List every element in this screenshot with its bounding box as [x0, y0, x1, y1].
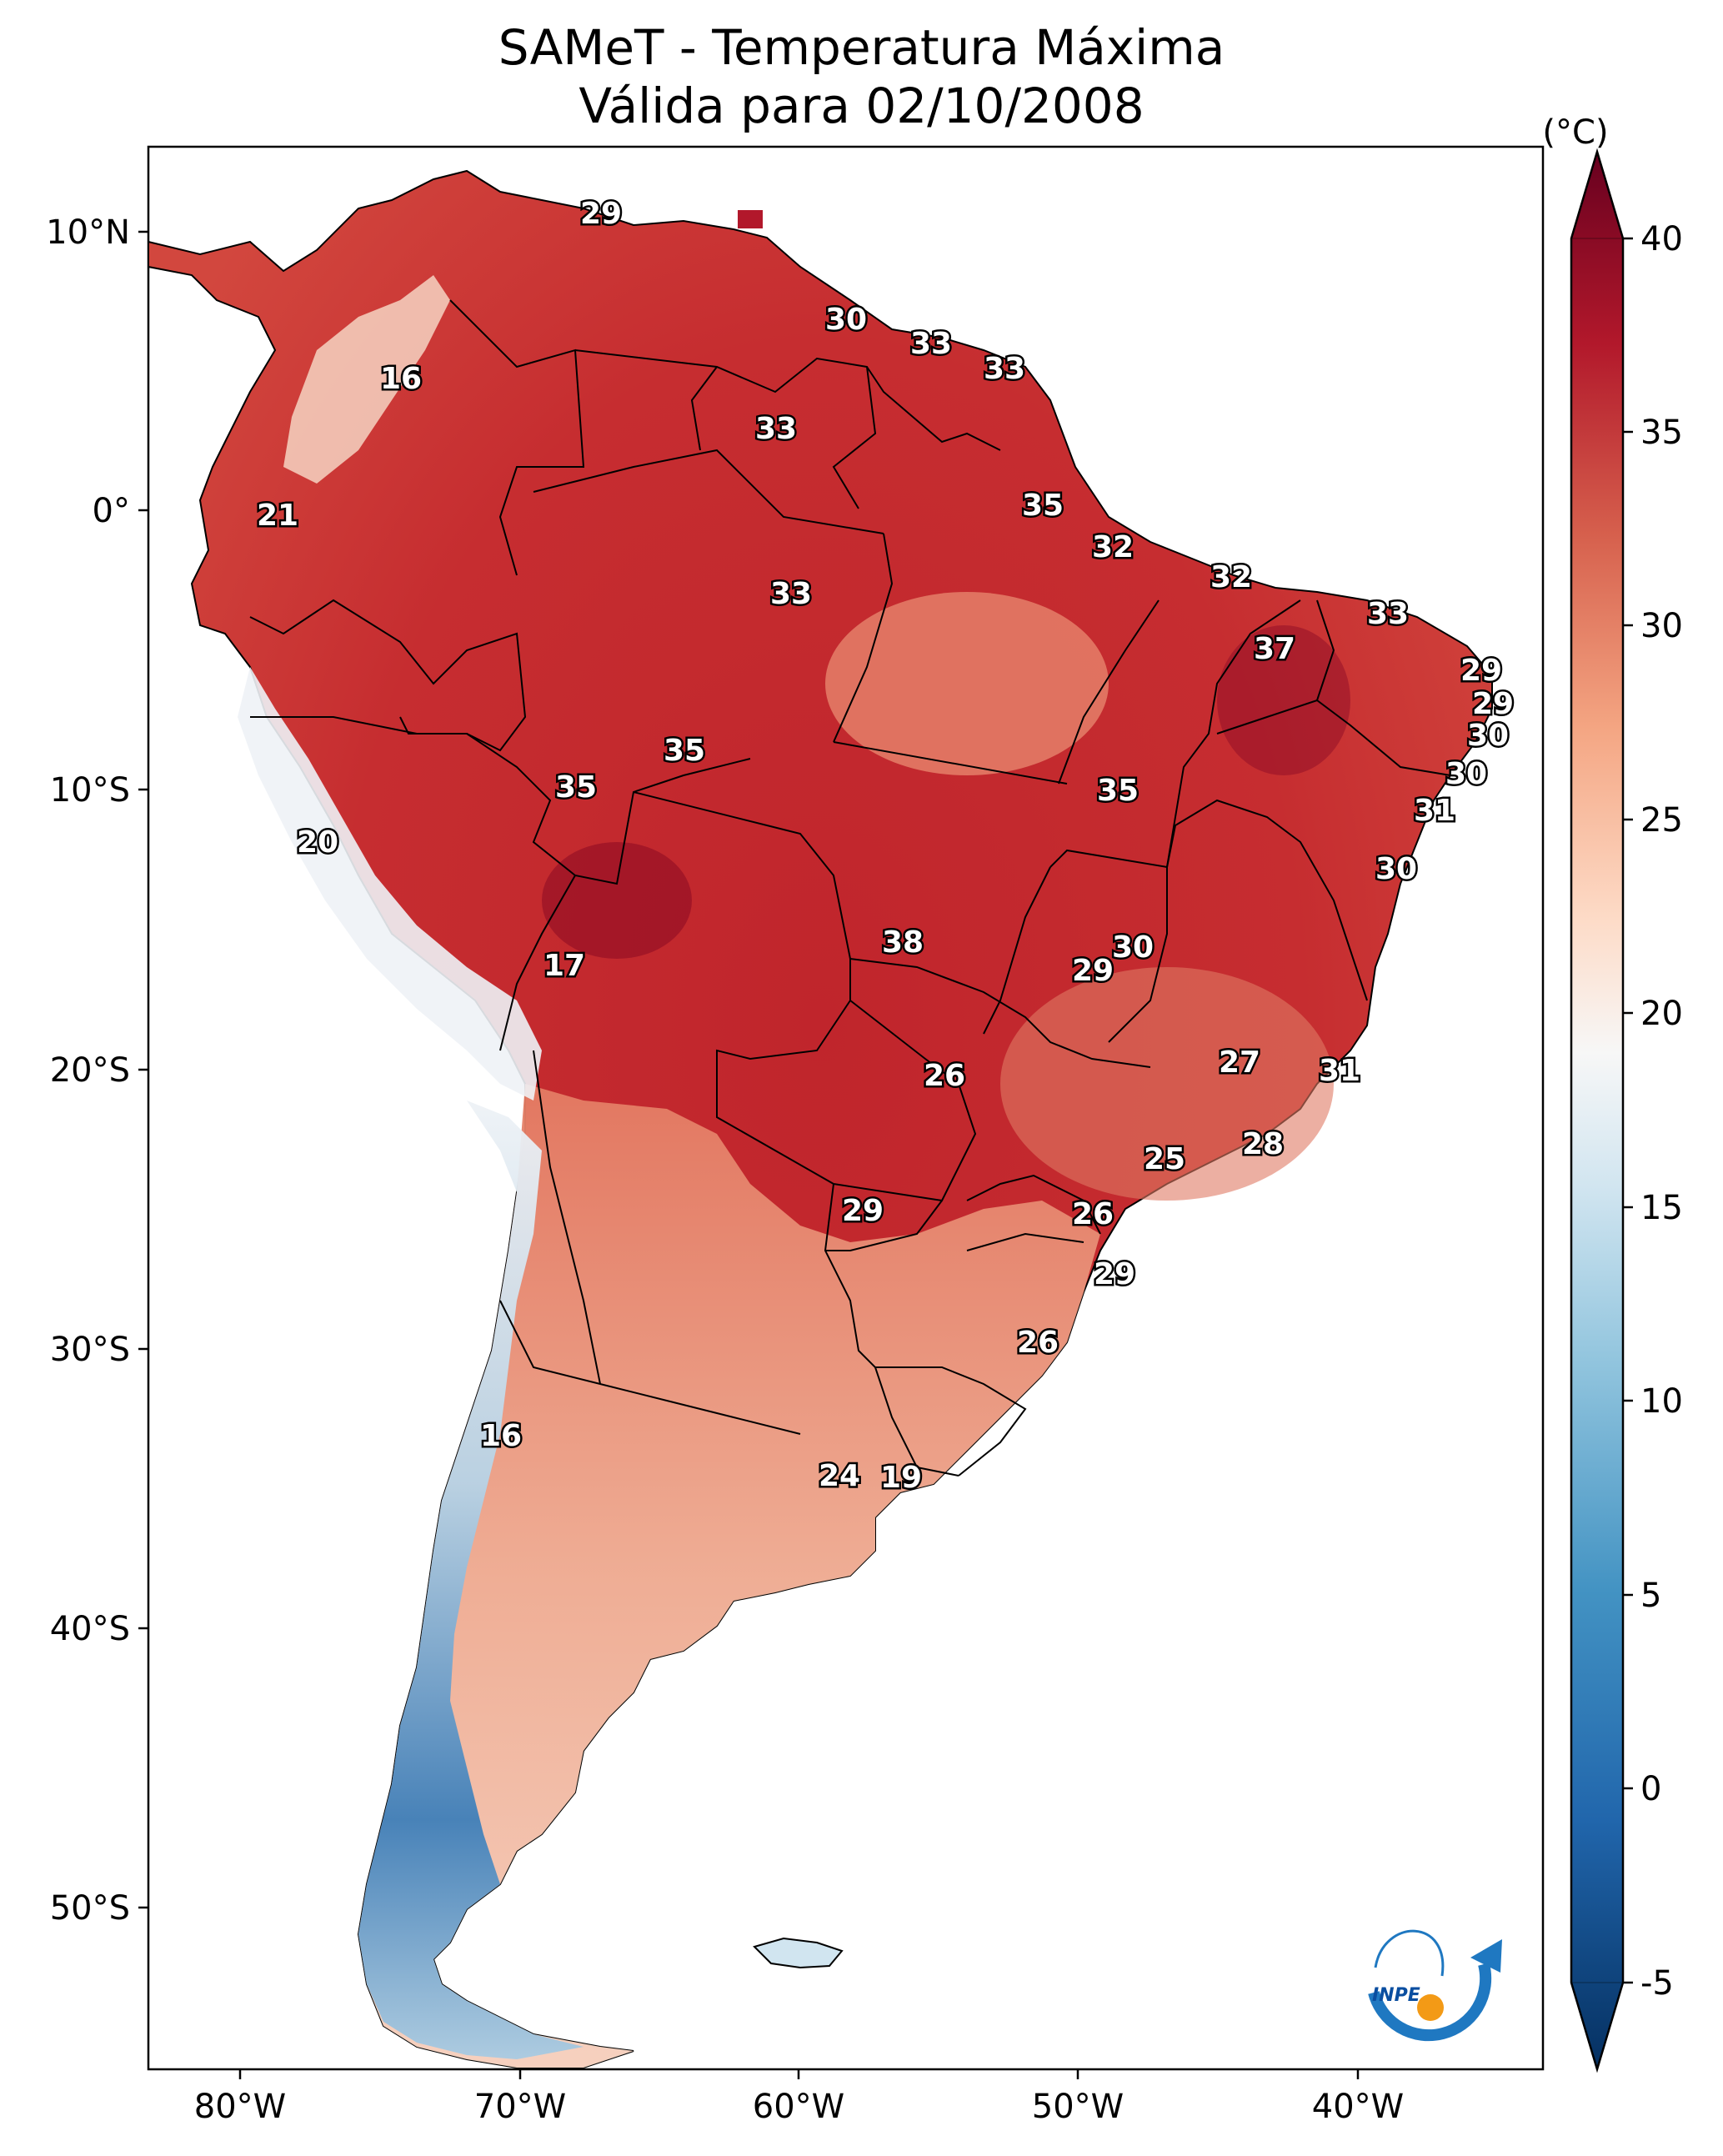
country-borders [249, 299, 1451, 1477]
colorbar-tick-label: -5 [1640, 1964, 1674, 2003]
chart-title: SAMeT - Temperatura Máxima Válida para 0… [0, 18, 1723, 135]
colorbar-tick-label: 20 [1640, 995, 1683, 1033]
southeast-brazil-field [1000, 967, 1334, 1201]
station-value-labels: 29 16 30 33 33 33 21 35 32 33 32 33 37 2… [255, 195, 1516, 1497]
title-line-1: SAMeT - Temperatura Máxima [498, 19, 1225, 76]
logo-text: INPE [1372, 1985, 1420, 2006]
station-value: 35 [664, 734, 705, 768]
station-value: 35 [1097, 774, 1139, 808]
station-value: 29 [1472, 687, 1514, 721]
station-value: 29 [842, 1194, 884, 1228]
colorbar-body [1570, 148, 1625, 2073]
lat-tick-label: 0° [93, 492, 130, 530]
colorbar: 40 35 30 25 20 15 10 5 0 -5 (°C) [1542, 113, 1683, 2073]
colorbar-tick-label: 15 [1640, 1189, 1683, 1227]
station-value: 28 [1242, 1127, 1284, 1161]
station-value: 29 [1072, 954, 1114, 988]
colorbar-tick-label: 10 [1640, 1382, 1683, 1421]
colorbar-tick-label: 25 [1640, 801, 1683, 840]
latitude-axis: 10°N 0° 10°S 20°S 30°S 40°S 50°S [46, 213, 148, 1928]
station-value: 30 [1467, 719, 1509, 753]
peru-coast-cool-band [238, 667, 542, 1101]
station-value: 26 [1072, 1197, 1114, 1231]
station-value: 20 [297, 825, 338, 860]
lat-tick-label: 10°S [50, 771, 130, 810]
falkland-islands [753, 1937, 844, 1969]
station-value: 30 [825, 303, 867, 337]
northeast-hotspot [1217, 625, 1350, 775]
inpe-logo: INPE [1368, 1929, 1502, 2042]
logo-arc [1368, 1963, 1492, 2042]
station-value: 33 [770, 577, 812, 611]
station-value: 35 [555, 770, 597, 805]
trinidad-island [738, 210, 763, 228]
station-value: 33 [755, 412, 797, 446]
central-brazil-plateau [825, 592, 1109, 775]
colorbar-tick-label: 35 [1640, 414, 1683, 452]
colombia-andes-cool [283, 275, 450, 484]
station-value: 33 [984, 352, 1025, 386]
lat-tick-label: 10°N [46, 213, 130, 252]
station-value: 27 [1219, 1045, 1260, 1080]
station-value: 25 [1144, 1142, 1185, 1176]
logo-sun-icon [1417, 1994, 1444, 2021]
longitude-axis: 80°W 70°W 60°W 50°W 40°W [194, 2069, 1404, 2126]
colorbar-tick-label: 30 [1640, 607, 1683, 645]
colorbar-ticks [1623, 237, 1633, 1984]
station-value: 37 [1254, 632, 1295, 666]
lat-tick-label: 20°S [50, 1051, 130, 1090]
lon-tick-label: 60°W [753, 2088, 844, 2126]
station-value: 32 [1092, 530, 1134, 564]
station-value: 30 [1445, 757, 1487, 791]
station-value: 29 [1460, 654, 1502, 688]
station-value: 16 [380, 362, 422, 396]
station-value: 26 [924, 1059, 965, 1093]
station-value: 26 [1017, 1326, 1059, 1360]
logo-swirl [1374, 1929, 1445, 1977]
logo-arrow-icon [1470, 1939, 1502, 1973]
colorbar-tick-label: 5 [1640, 1577, 1661, 1615]
station-value: 21 [257, 499, 298, 533]
station-value: 29 [1094, 1257, 1135, 1291]
colorbar-tick-label: 40 [1640, 220, 1683, 258]
colorbar-tick-label: 0 [1640, 1770, 1661, 1808]
station-value: 24 [819, 1459, 860, 1493]
lon-tick-label: 80°W [194, 2088, 286, 2126]
station-value: 16 [480, 1419, 522, 1453]
station-value: 30 [1112, 930, 1154, 965]
station-value: 31 [1319, 1054, 1360, 1088]
bolivia-hotspot [542, 842, 692, 959]
lat-tick-label: 40°S [50, 1610, 130, 1648]
station-value: 30 [1375, 852, 1417, 886]
station-value: 33 [1367, 597, 1409, 631]
station-value: 32 [1210, 560, 1252, 594]
station-value: 35 [1022, 489, 1064, 523]
station-value: 38 [882, 925, 924, 960]
station-value: 17 [543, 949, 585, 983]
lon-tick-label: 50°W [1032, 2088, 1124, 2126]
station-value: 29 [580, 197, 622, 231]
lat-tick-label: 30°S [50, 1331, 130, 1369]
lon-tick-label: 70°W [474, 2088, 566, 2126]
title-line-2: Válida para 02/10/2008 [579, 78, 1144, 134]
andes-cold-strip [358, 1101, 584, 2059]
station-value: 31 [1414, 794, 1455, 828]
lat-tick-label: 50°S [50, 1889, 130, 1928]
colorbar-unit: (°C) [1542, 113, 1608, 152]
station-value: 33 [910, 327, 952, 361]
station-value: 19 [880, 1461, 922, 1495]
southern-region-field [358, 1084, 1100, 2068]
lon-tick-label: 40°W [1312, 2088, 1404, 2126]
